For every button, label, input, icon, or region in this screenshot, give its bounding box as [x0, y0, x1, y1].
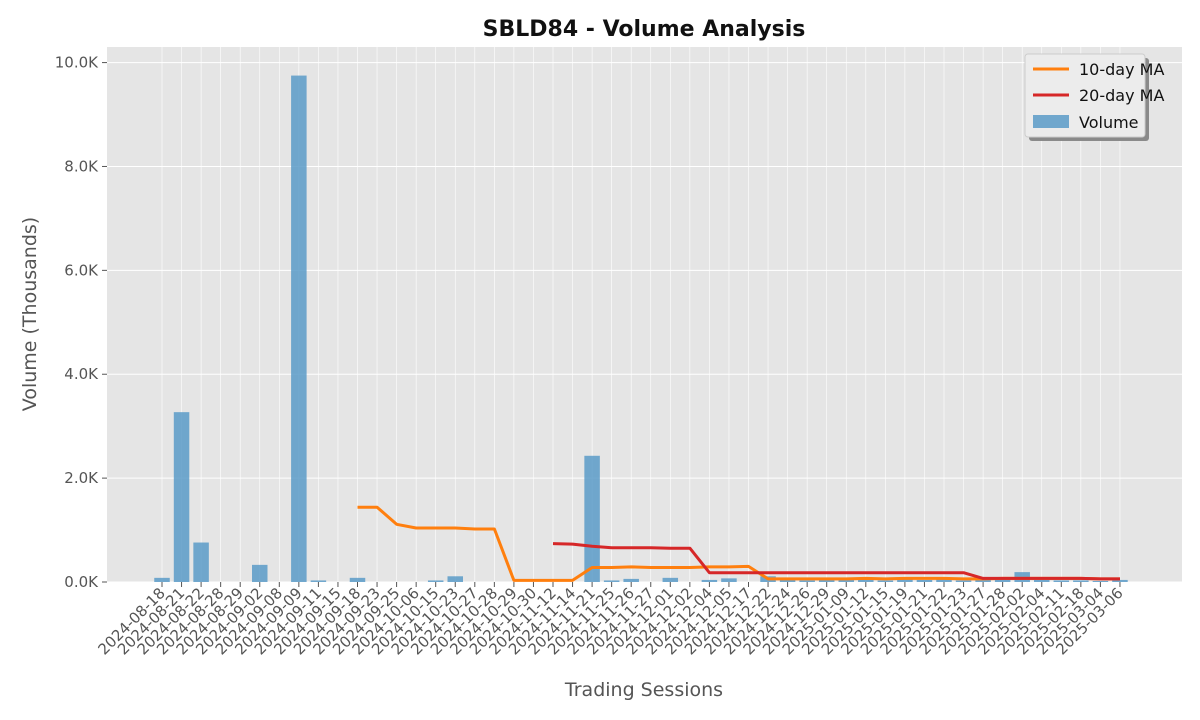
volume-bar	[193, 542, 209, 582]
volume-bar	[838, 579, 854, 582]
volume-bar	[291, 75, 307, 582]
x-axis-label: Trading Sessions	[564, 679, 723, 701]
volume-bar	[662, 577, 679, 582]
volume-bar	[994, 578, 1011, 582]
volume-bar	[252, 564, 268, 582]
volume-bar	[1053, 580, 1070, 582]
volume-bar	[877, 580, 894, 582]
volume-bar	[173, 412, 190, 582]
volume-bar	[779, 579, 796, 582]
volume-bar	[349, 577, 366, 582]
y-axis-label: Volume (Thousands)	[19, 217, 41, 411]
y-tick-label: 10.0K	[55, 54, 99, 72]
legend-swatch-volume	[1033, 115, 1069, 128]
volume-bar	[975, 578, 991, 582]
volume-bar	[701, 579, 718, 582]
moving-average-lines	[357, 505, 1120, 582]
volume-bar	[623, 578, 639, 582]
volume-bar	[799, 580, 815, 582]
20-day-ma-line	[552, 542, 1120, 581]
volume-bar	[154, 577, 170, 582]
y-tick-label: 8.0K	[64, 157, 99, 175]
volume-bar	[721, 578, 737, 582]
y-axis-ticks: 0.0K 2.0K 4.0K 6.0K 8.0K 10.0K	[55, 54, 107, 591]
volume-bar	[936, 579, 952, 582]
chart-title: SBLD84 - Volume Analysis	[483, 17, 806, 42]
plot-background	[107, 47, 1182, 582]
volume-bar	[584, 455, 600, 582]
legend: 10-day MA 20-day MA Volume	[1024, 53, 1164, 141]
volume-bar	[955, 580, 972, 582]
volume-bar	[310, 580, 327, 582]
volume-bar	[1112, 579, 1128, 582]
volume-bar	[1034, 579, 1050, 582]
legend-label-10-day-ma: 10-day MA	[1079, 60, 1164, 79]
volume-bar	[858, 579, 874, 582]
volume-bar	[1073, 580, 1089, 582]
y-tick-label: 0.0K	[64, 573, 99, 591]
y-tick-label: 4.0K	[64, 365, 99, 383]
legend-label-volume: Volume	[1079, 113, 1139, 132]
volume-bar	[1092, 580, 1109, 582]
volume-bar	[447, 576, 463, 582]
volume-bar	[818, 579, 835, 582]
volume-bar	[427, 580, 444, 582]
legend-label-20-day-ma: 20-day MA	[1079, 86, 1164, 105]
y-tick-label: 2.0K	[64, 469, 99, 487]
volume-bar	[916, 579, 933, 582]
volume-bar	[897, 579, 913, 582]
volume-bars	[154, 75, 1128, 582]
x-axis-ticks: 2024-08-182024-08-212024-08-222024-08-28…	[94, 582, 1127, 658]
volume-bar	[603, 580, 620, 582]
y-tick-label: 6.0K	[64, 261, 99, 279]
